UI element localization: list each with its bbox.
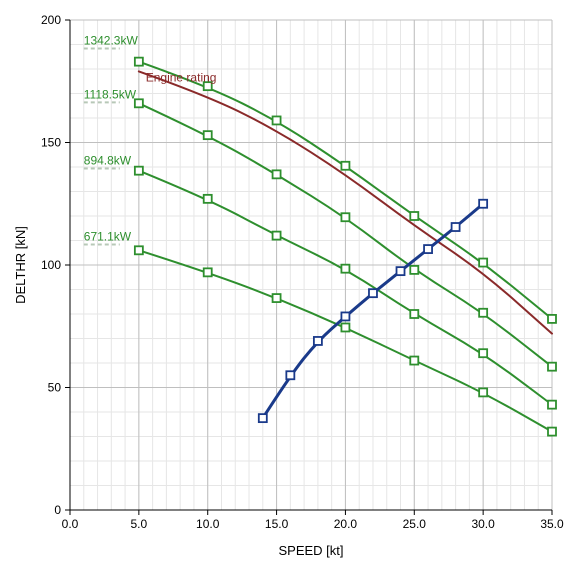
series-marker-p1118 [135, 99, 143, 107]
series-marker-p1342 [410, 212, 418, 220]
series-marker-p1342 [273, 116, 281, 124]
series-marker-p894 [204, 195, 212, 203]
chart-svg: 1342.3kW Engine rating 1118.5kW 894.8kW 671.… [0, 0, 581, 580]
series-marker-p894 [410, 310, 418, 318]
series-marker-p1342 [135, 58, 143, 66]
x-axis-label: SPEED [kt] [278, 543, 343, 558]
series-marker-demand [286, 371, 294, 379]
series-marker-demand [314, 337, 322, 345]
x-tick-label: 20.0 [334, 517, 358, 531]
series-label-engine_rating: Engine rating [146, 70, 217, 84]
series-marker-demand [397, 267, 405, 275]
x-tick-label: 0.0 [62, 517, 79, 531]
series-marker-p671 [135, 246, 143, 254]
x-tick-label: 10.0 [196, 517, 220, 531]
series-marker-p894 [548, 401, 556, 409]
series-marker-p1118 [341, 213, 349, 221]
x-tick-label: 15.0 [265, 517, 289, 531]
x-tick-label: 25.0 [403, 517, 427, 531]
x-tick-label: 5.0 [131, 517, 148, 531]
series-marker-demand [259, 414, 267, 422]
series-label-p671: 671.1kW [84, 230, 132, 244]
series-marker-p671 [410, 357, 418, 365]
x-tick-label: 30.0 [471, 517, 495, 531]
y-tick-label: 150 [41, 136, 61, 150]
series-marker-p894 [135, 167, 143, 175]
series-marker-p1118 [479, 309, 487, 317]
series-marker-demand [452, 223, 460, 231]
series-marker-p894 [341, 265, 349, 273]
series-marker-demand [341, 312, 349, 320]
y-tick-label: 200 [41, 13, 61, 27]
series-marker-demand [479, 200, 487, 208]
series-marker-demand [424, 245, 432, 253]
series-marker-p1118 [273, 170, 281, 178]
series-marker-p1342 [341, 162, 349, 170]
series-label-p1342: 1342.3kW [84, 34, 139, 48]
y-tick-label: 100 [41, 258, 61, 272]
x-tick-label: 35.0 [540, 517, 564, 531]
series-marker-p1342 [479, 259, 487, 267]
series-marker-p894 [273, 232, 281, 240]
series-marker-p671 [204, 268, 212, 276]
y-tick-label: 0 [54, 503, 61, 517]
series-marker-demand [369, 289, 377, 297]
series-label-p894: 894.8kW [84, 154, 132, 168]
series-marker-p671 [273, 294, 281, 302]
series-marker-p1118 [204, 131, 212, 139]
series-marker-p894 [479, 349, 487, 357]
series-marker-p671 [341, 323, 349, 331]
series-marker-p671 [548, 428, 556, 436]
series-marker-p1342 [548, 315, 556, 323]
chart-container: 1342.3kW Engine rating 1118.5kW 894.8kW 671.… [0, 0, 581, 580]
series-marker-p671 [479, 388, 487, 396]
series-marker-p1118 [410, 266, 418, 274]
y-tick-label: 50 [48, 381, 62, 395]
series-label-p1118: 1118.5kW [84, 87, 137, 101]
series-marker-p1118 [548, 363, 556, 371]
y-axis-label: DELTHR [kN] [13, 226, 28, 304]
